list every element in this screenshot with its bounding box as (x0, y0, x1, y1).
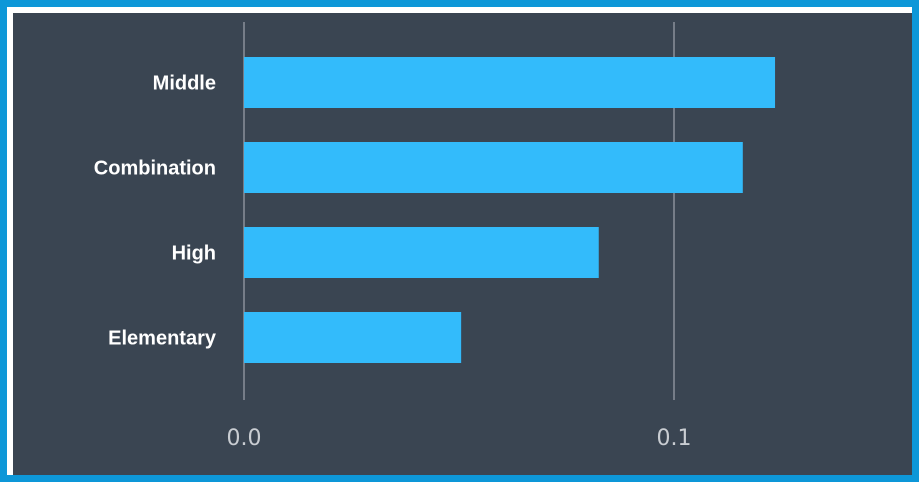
category-label-elementary: Elementary (108, 328, 217, 350)
bar-elementary (244, 312, 462, 363)
x-tick-label: 0.1 (657, 426, 692, 451)
category-label-combination: Combination (94, 158, 216, 180)
tick-labels: 0.0 0.1 (227, 426, 692, 451)
x-tick-label: 0.0 (227, 426, 262, 451)
category-label-middle: Middle (153, 73, 216, 95)
bars (244, 57, 776, 363)
bar-high (244, 227, 599, 278)
bar-middle (244, 57, 776, 108)
category-labels: Middle Combination High Elementary (94, 73, 217, 350)
bar-combination (244, 142, 743, 193)
category-label-high: High (172, 243, 216, 265)
